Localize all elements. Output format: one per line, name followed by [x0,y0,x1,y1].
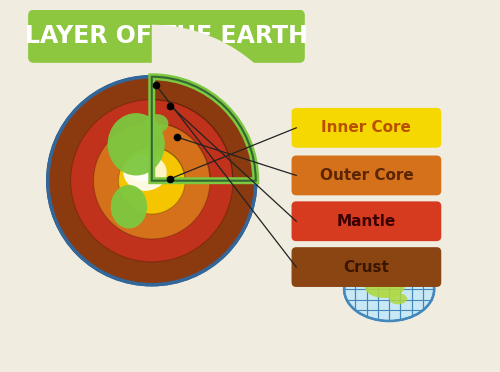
Wedge shape [152,100,233,181]
Ellipse shape [108,113,165,176]
Ellipse shape [94,142,146,178]
Wedge shape [118,147,185,214]
Wedge shape [94,122,210,239]
Wedge shape [152,77,256,181]
Ellipse shape [110,185,147,228]
FancyBboxPatch shape [292,201,442,241]
Ellipse shape [146,114,169,133]
Wedge shape [48,77,256,285]
FancyBboxPatch shape [292,108,442,148]
Ellipse shape [108,113,165,176]
Text: LAYER OF THE EARTH: LAYER OF THE EARTH [25,24,308,48]
Ellipse shape [48,77,256,285]
Wedge shape [152,25,308,181]
Text: Inner Core: Inner Core [322,120,412,135]
FancyBboxPatch shape [292,155,442,195]
Text: Crust: Crust [344,260,390,275]
Ellipse shape [130,160,154,182]
Ellipse shape [389,293,407,304]
Text: Mantle: Mantle [337,214,396,229]
FancyBboxPatch shape [292,247,442,287]
Ellipse shape [84,189,116,235]
Wedge shape [152,122,210,181]
Wedge shape [70,100,233,262]
FancyBboxPatch shape [28,10,305,63]
Wedge shape [152,147,185,181]
Ellipse shape [110,185,147,228]
Ellipse shape [146,114,169,133]
Text: Outer Core: Outer Core [320,168,414,183]
Ellipse shape [344,257,434,321]
Ellipse shape [364,274,405,298]
Ellipse shape [124,154,167,191]
Ellipse shape [124,154,167,191]
Ellipse shape [130,160,154,182]
